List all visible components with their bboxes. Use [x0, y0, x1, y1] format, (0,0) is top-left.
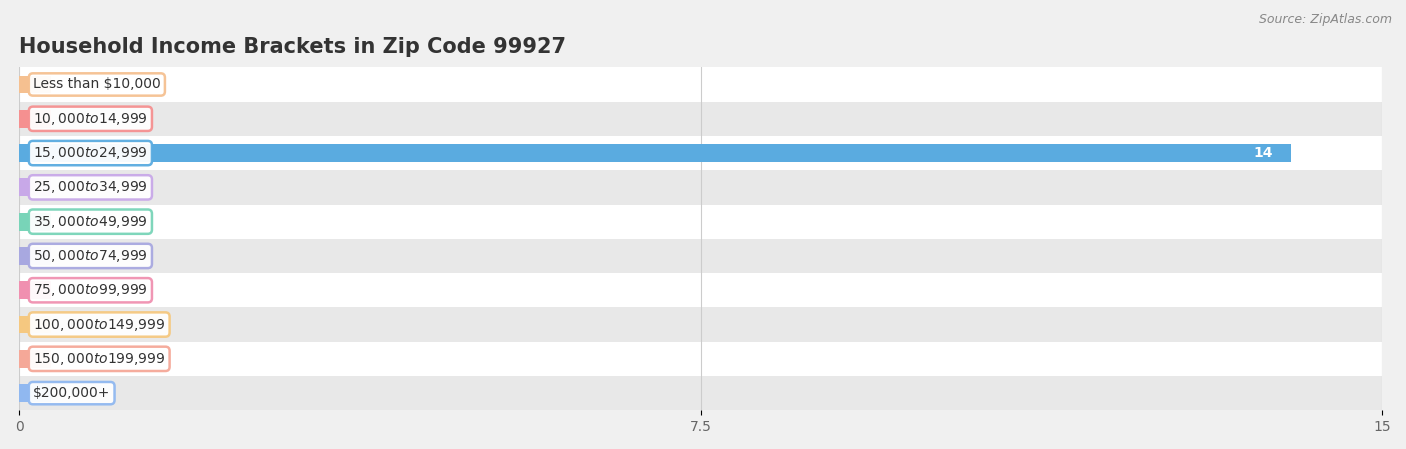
- Bar: [20, 204, 1382, 239]
- Text: Source: ZipAtlas.com: Source: ZipAtlas.com: [1258, 13, 1392, 26]
- Bar: [20, 144, 1291, 162]
- Text: $15,000 to $24,999: $15,000 to $24,999: [32, 145, 148, 161]
- Bar: [20, 342, 1382, 376]
- Bar: [20, 101, 1382, 136]
- Text: 0: 0: [69, 317, 79, 331]
- Text: Household Income Brackets in Zip Code 99927: Household Income Brackets in Zip Code 99…: [20, 37, 567, 57]
- Bar: [20, 376, 1382, 410]
- Bar: [20, 239, 1382, 273]
- Text: 14: 14: [1254, 146, 1274, 160]
- Bar: [20, 110, 51, 128]
- Text: $200,000+: $200,000+: [32, 386, 111, 400]
- Bar: [20, 213, 51, 231]
- Bar: [20, 247, 51, 265]
- Bar: [20, 316, 51, 334]
- Bar: [20, 67, 1382, 101]
- Text: $25,000 to $34,999: $25,000 to $34,999: [32, 179, 148, 195]
- Bar: [20, 273, 1382, 308]
- Text: $75,000 to $99,999: $75,000 to $99,999: [32, 282, 148, 298]
- Text: 0: 0: [69, 386, 79, 400]
- Bar: [20, 75, 51, 93]
- Text: 0: 0: [69, 112, 79, 126]
- Text: 0: 0: [69, 78, 79, 92]
- Text: $150,000 to $199,999: $150,000 to $199,999: [32, 351, 166, 367]
- Text: $100,000 to $149,999: $100,000 to $149,999: [32, 317, 166, 333]
- Bar: [20, 350, 51, 368]
- Bar: [20, 178, 51, 196]
- Text: $35,000 to $49,999: $35,000 to $49,999: [32, 214, 148, 229]
- Text: 0: 0: [69, 215, 79, 229]
- Text: 0: 0: [69, 249, 79, 263]
- Text: 0: 0: [69, 283, 79, 297]
- Text: Less than $10,000: Less than $10,000: [32, 78, 160, 92]
- Bar: [20, 282, 51, 299]
- Bar: [20, 136, 1382, 170]
- Text: 0: 0: [69, 352, 79, 366]
- Bar: [20, 170, 1382, 204]
- Text: 0: 0: [69, 180, 79, 194]
- Bar: [20, 308, 1382, 342]
- Text: $10,000 to $14,999: $10,000 to $14,999: [32, 111, 148, 127]
- Text: $50,000 to $74,999: $50,000 to $74,999: [32, 248, 148, 264]
- Bar: [20, 384, 51, 402]
